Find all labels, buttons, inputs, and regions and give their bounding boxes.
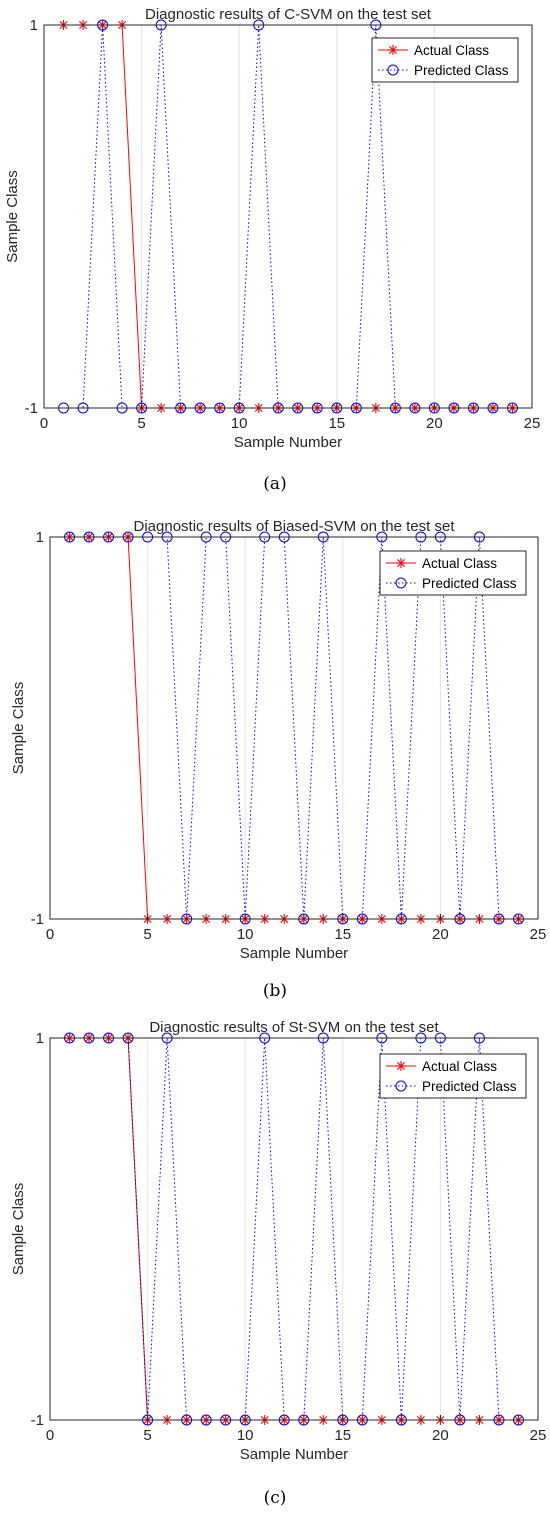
y-axis-label: Sample Class: [10, 1183, 27, 1276]
x-tick-label: 25: [530, 1427, 547, 1444]
x-tick-label: 0: [40, 415, 48, 432]
axes-box: [43, 24, 533, 409]
legend-box: [379, 1053, 527, 1099]
chart-title: Diagnostic results of Biased-SVM on the …: [134, 518, 456, 535]
y-tick-label: 1: [30, 17, 38, 34]
x-tick-label: 20: [432, 1427, 449, 1444]
chart-title: Diagnostic results of St-SVM on the test…: [149, 1019, 439, 1036]
predicted-class-line: [69, 536, 519, 920]
chart-panel-c: 0 5 10 15 20 25 -1 1 Diagnostic results of St-SV…: [0, 1010, 550, 1517]
y-tick-label: -1: [31, 911, 44, 928]
y-tick-label: 1: [36, 529, 44, 546]
chart-b-svg: 0 5 10 15 20 25 -1 1 Diagnostic results of Biase…: [10, 518, 547, 962]
y-axis-label: Sample Class: [10, 682, 27, 775]
caption-a: (a): [263, 474, 287, 494]
caption-c: (c): [263, 1488, 287, 1508]
x-tick-label: 0: [46, 1427, 54, 1444]
legend-label-predicted: Predicted Class: [422, 576, 517, 591]
legend-marker-actual: [396, 558, 406, 568]
chart-c-svg: 0 5 10 15 20 25 -1 1 Diagnostic results of St-SV…: [10, 1019, 547, 1463]
legend-marker-predicted: [387, 64, 399, 76]
chart-a-svg: 0 5 10 15 20 25 -1 1 Diagnostic results of C-SVM…: [4, 6, 541, 451]
chart-panel-a: 0 5 10 15 20 25 -1 1 Diagnostic results of C-SVM…: [0, 0, 550, 505]
x-tick-label: 10: [237, 1427, 254, 1444]
axes-box: [49, 1037, 539, 1421]
x-tick-label: 25: [530, 926, 547, 943]
legend-label-actual: Actual Class: [422, 556, 497, 571]
x-tick-label: 10: [237, 926, 254, 943]
x-tick-label: 15: [328, 415, 345, 432]
predicted-class-line: [69, 1037, 519, 1421]
legend-box: [371, 37, 519, 83]
y-tick-label: 1: [36, 1030, 44, 1047]
legend-label-actual: Actual Class: [422, 1059, 497, 1074]
x-axis-label: Sample Number: [240, 945, 348, 962]
x-tick-label: 5: [143, 1427, 151, 1444]
x-tick-label: 5: [137, 415, 145, 432]
y-axis-label: Sample Class: [4, 170, 21, 263]
axes-box: [49, 536, 539, 920]
legend-label-actual: Actual Class: [414, 43, 489, 58]
y-tick-label: -1: [31, 1412, 44, 1429]
legend-marker-predicted: [395, 1080, 407, 1092]
legend-label-predicted: Predicted Class: [422, 1079, 517, 1094]
x-tick-label: 25: [524, 415, 541, 432]
x-tick-label: 20: [426, 415, 443, 432]
legend-label-predicted: Predicted Class: [414, 63, 509, 78]
chart-panel-b: 0 5 10 15 20 25 -1 1 Diagnostic results of Biase…: [0, 505, 550, 1010]
x-tick-label: 10: [231, 415, 248, 432]
x-axis-label: Sample Number: [240, 1446, 348, 1463]
x-axis-label: Sample Number: [234, 434, 342, 451]
x-tick-label: 20: [432, 926, 449, 943]
x-tick-label: 0: [46, 926, 54, 943]
x-tick-label: 5: [143, 926, 151, 943]
y-tick-label: -1: [25, 400, 38, 417]
legend-marker-actual: [388, 45, 398, 55]
x-tick-label: 15: [334, 1427, 351, 1444]
legend-marker-predicted: [395, 577, 407, 589]
legend-marker-actual: [396, 1061, 406, 1071]
caption-b: (b): [262, 981, 288, 1001]
legend-box: [379, 550, 527, 596]
x-tick-label: 15: [334, 926, 351, 943]
chart-title: Diagnostic results of C-SVM on the test …: [145, 6, 432, 23]
